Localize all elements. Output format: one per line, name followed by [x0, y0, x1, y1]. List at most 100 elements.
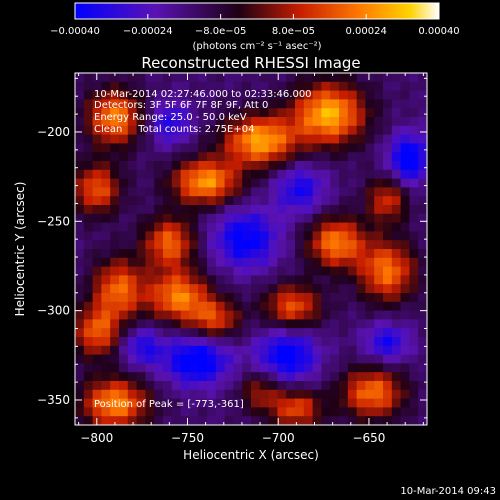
- heatmap-cell: [321, 81, 331, 92]
- heatmap-cell: [400, 143, 410, 153]
- heatmap-cell: [286, 231, 296, 241]
- heatmap-cell: [251, 143, 261, 153]
- heatmap-cell: [374, 301, 384, 312]
- heatmap-cell: [171, 125, 182, 136]
- heatmap-cell: [400, 381, 410, 391]
- heatmap-cell: [286, 319, 296, 329]
- heatmap-cell: [391, 169, 402, 180]
- heatmap-cell: [136, 381, 146, 391]
- heatmap-cell: [312, 257, 322, 268]
- heatmap-cell: [101, 169, 111, 180]
- heatmap-cell: [163, 310, 173, 320]
- heatmap-cell: [75, 169, 85, 180]
- heatmap-cell: [391, 301, 402, 312]
- heatmap-cell: [268, 231, 278, 241]
- heatmap-cell: [215, 134, 226, 144]
- heatmap-cell: [83, 99, 94, 109]
- heatmap-cell: [180, 222, 190, 232]
- heatmap-cell: [127, 319, 138, 329]
- heatmap-cell: [127, 275, 138, 285]
- heatmap-cell: [312, 99, 322, 109]
- heatmap-cell: [356, 240, 366, 250]
- heatmap-cell: [207, 178, 217, 188]
- heatmap-cell: [119, 363, 129, 373]
- heatmap-cell: [383, 354, 393, 364]
- heatmap-cell: [409, 266, 419, 276]
- heatmap-cell: [154, 328, 164, 338]
- heatmap-cell: [418, 90, 427, 100]
- heatmap-cell: [101, 73, 111, 83]
- heatmap-cell: [180, 73, 190, 83]
- heatmap-cell: [171, 178, 182, 188]
- heatmap-cell: [136, 99, 146, 109]
- heatmap-cell: [303, 152, 314, 162]
- heatmap-cell: [259, 266, 270, 276]
- heatmap-cell: [75, 222, 85, 232]
- heatmap-cell: [101, 152, 111, 162]
- heatmap-cell: [145, 108, 155, 118]
- heatmap-cell: [154, 337, 164, 347]
- heatmap-cell: [154, 143, 164, 153]
- heatmap-cell: [268, 143, 278, 153]
- heatmap-cell: [277, 143, 287, 153]
- heatmap-cell: [409, 134, 419, 144]
- heatmap-cell: [347, 372, 358, 382]
- heatmap-cell: [312, 266, 322, 276]
- heatmap-cell: [268, 187, 278, 197]
- heatmap-cell: [198, 319, 208, 329]
- heatmap-cell: [163, 213, 173, 224]
- heatmap-cell: [251, 275, 261, 285]
- heatmap-cell: [154, 99, 164, 109]
- heatmap-cell: [242, 293, 252, 303]
- heatmap-cell: [259, 152, 270, 162]
- heatmap-cell: [119, 328, 129, 338]
- heatmap-cell: [303, 345, 314, 356]
- heatmap-cell: [83, 205, 94, 215]
- heatmap-cell: [277, 134, 287, 144]
- heatmap-cell: [83, 213, 94, 224]
- heatmap-cell: [409, 284, 419, 294]
- heatmap-cell: [312, 328, 322, 338]
- heatmap-cell: [145, 187, 155, 197]
- heatmap-cell: [224, 372, 234, 382]
- heatmap-cell: [119, 284, 129, 294]
- heatmap-cell: [374, 205, 384, 215]
- heatmap-cell: [374, 178, 384, 188]
- heatmap-cell: [383, 372, 393, 382]
- heatmap-cell: [136, 161, 146, 171]
- heatmap-cell: [277, 222, 287, 232]
- heatmap-cell: [154, 389, 164, 400]
- heatmap-cell: [383, 213, 393, 224]
- heatmap-cell: [365, 319, 375, 329]
- heatmap-cell: [127, 284, 138, 294]
- heatmap-cell: [110, 240, 120, 250]
- heatmap-cell: [145, 99, 155, 109]
- heatmap-cell: [110, 152, 120, 162]
- heatmap-cell: [347, 275, 358, 285]
- heatmap-cell: [163, 337, 173, 347]
- heatmap-cell: [330, 337, 340, 347]
- heatmap-cell: [418, 293, 427, 303]
- heatmap-cell: [356, 275, 366, 285]
- heatmap-cell: [83, 178, 94, 188]
- heatmap-cell: [400, 152, 410, 162]
- heatmap-cell: [365, 134, 375, 144]
- heatmap-cell: [198, 310, 208, 320]
- heatmap-cell: [277, 407, 287, 417]
- colorbar-unit-label: (photons cm⁻² s⁻¹ asec⁻²): [192, 41, 321, 52]
- heatmap-cell: [101, 205, 111, 215]
- heatmap-cell: [233, 284, 243, 294]
- heatmap-cell: [383, 345, 393, 356]
- heatmap-cell: [347, 266, 358, 276]
- heatmap-cell: [409, 301, 419, 312]
- heatmap-cell: [286, 389, 296, 400]
- heatmap-cell: [286, 108, 296, 118]
- heatmap-cell: [154, 240, 164, 250]
- heatmap-cell: [154, 310, 164, 320]
- heatmap-cell: [286, 161, 296, 171]
- heatmap-cell: [92, 363, 102, 373]
- x-tick-label: −750: [171, 431, 204, 445]
- heatmap-cell: [277, 108, 287, 118]
- heatmap-cell: [277, 117, 287, 127]
- heatmap-cell: [242, 125, 252, 136]
